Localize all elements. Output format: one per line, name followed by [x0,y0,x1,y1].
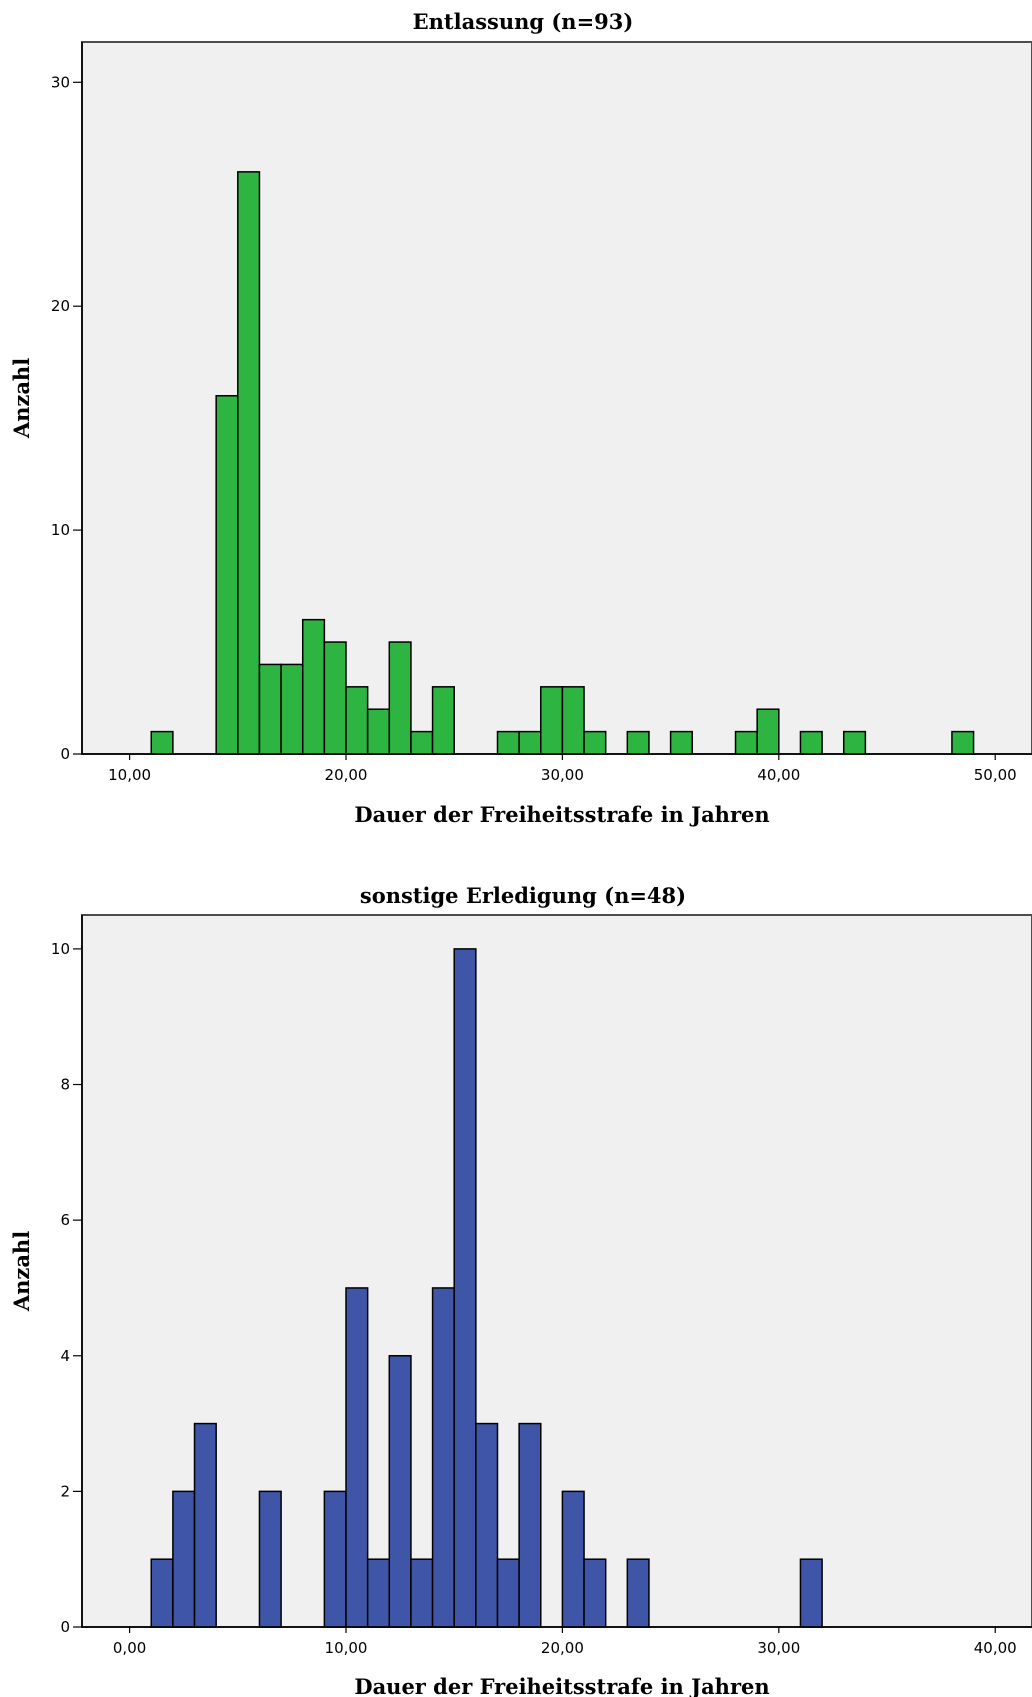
x-axis-label: Dauer der Freiheitsstrafe in Jahren [354,1674,769,1697]
histogram-bar [366,708,391,755]
y-tick-label: 8 [60,1076,70,1094]
histogram-bar [345,1287,369,1628]
y-tick-label: 2 [60,1482,70,1500]
histogram-bar [388,641,412,755]
x-tick-label: 30,00 [541,766,584,784]
y-tick-label: 10 [51,940,70,958]
histogram-bar [842,730,867,755]
x-tick-label: 10,00 [325,1639,368,1657]
x-tick-label: 20,00 [325,766,368,784]
histogram-bar [215,395,239,755]
histogram-bar [734,730,758,755]
y-ticks: 0 10 20 30 [51,73,82,763]
histogram-bar [280,663,304,755]
x-tick-label: 20,00 [541,1639,584,1657]
x-ticks: 10,00 20,00 30,00 40,00 50,00 [108,754,1017,784]
histogram-bar [388,1355,412,1628]
y-axis-label: Anzahl [9,1231,34,1312]
chart-title: sonstige Erledigung (n=48) [360,883,686,908]
histogram-bar [172,1490,196,1628]
histogram-bar [237,171,261,755]
histogram-panel-sonstige-erledigung: sonstige Erledigung (n=48) 0,00 10,00 20,0… [9,883,1032,1697]
histogram-bar [345,686,369,755]
histogram-bar [150,730,174,755]
histogram-bar [431,686,455,755]
histogram-bar [410,730,434,755]
histogram-bar [366,1558,391,1628]
histogram-bar [258,663,282,755]
y-tick-label: 4 [60,1347,70,1365]
y-tick-label: 0 [60,1618,70,1636]
x-tick-label: 30,00 [757,1639,800,1657]
histogram-bar [410,1558,434,1628]
x-tick-label: 10,00 [108,766,151,784]
y-tick-label: 20 [51,297,70,315]
histogram-bar [323,641,347,755]
histogram-bar [258,1490,282,1628]
histogram-bar [669,730,693,755]
x-ticks: 0,00 10,00 20,00 30,00 40,00 [113,1627,1017,1657]
y-ticks: 0 2 4 6 8 10 [51,940,82,1636]
histogram-bar [518,1422,542,1628]
histogram-bar [583,1558,607,1628]
histogram-bar [323,1490,347,1628]
histogram-bar [799,730,823,755]
bars-group [150,171,975,755]
histogram-bar [951,730,975,755]
histogram-bar [193,1422,217,1628]
histogram-bar [431,1287,455,1628]
x-tick-label: 50,00 [974,766,1017,784]
chart-title: Entlassung (n=93) [413,9,634,34]
histogram-panel-entlassung: Entlassung (n=93) 10,00 20,00 30,00 40,00 50… [9,9,1032,827]
x-axis-label: Dauer der Freiheitsstrafe in Jahren [354,802,769,827]
y-tick-label: 30 [51,73,70,91]
histogram-bar [475,1422,499,1628]
histogram-bar [561,1490,585,1628]
histogram-bar [583,730,607,755]
histogram-bar [626,1558,650,1628]
histogram-bar [626,730,650,755]
histogram-bar [799,1558,823,1628]
histogram-bar [150,1558,174,1628]
histogram-bar [453,948,477,1628]
histogram-bar [756,708,780,755]
x-tick-label: 40,00 [974,1639,1017,1657]
y-axis-label: Anzahl [9,358,34,439]
histogram-bar [496,730,520,755]
histogram-bar [561,686,585,755]
x-tick-label: 40,00 [757,766,800,784]
y-tick-label: 10 [51,521,70,539]
y-tick-label: 6 [60,1211,70,1229]
histogram-bar [540,686,564,755]
y-tick-label: 0 [60,745,70,763]
histogram-bar [518,730,542,755]
histogram-bar [301,618,326,755]
plot-area [81,914,1032,1628]
histogram-bar [496,1558,520,1628]
x-tick-label: 0,00 [113,1639,146,1657]
